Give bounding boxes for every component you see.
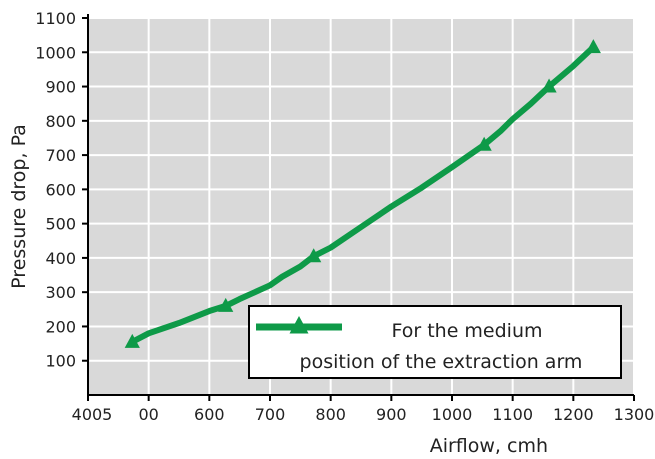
triangle-marker <box>585 39 601 54</box>
legend-label-line-2: position of the extraction arm <box>300 351 583 373</box>
legend: For the medium position of the extractio… <box>248 305 622 379</box>
series-line <box>129 44 597 345</box>
y-tick-label: 400 <box>45 249 76 268</box>
x-tick-label: 700 <box>255 405 286 424</box>
y-tick-label: 900 <box>45 78 76 97</box>
x-tick-label: 900 <box>376 405 407 424</box>
x-tick-label: 800 <box>315 405 346 424</box>
y-tick-label: 500 <box>45 215 76 234</box>
y-tick-label: 800 <box>45 112 76 131</box>
triangle-marker <box>218 297 234 312</box>
y-tick-label: 200 <box>45 317 76 336</box>
y-axis-title: Pressure drop, Pa <box>8 124 30 289</box>
legend-box <box>248 305 622 379</box>
y-tick-label: 1000 <box>35 43 76 62</box>
y-tick-label: 1100 <box>35 9 76 28</box>
triangle-marker <box>306 248 322 263</box>
x-tick-label: 1100 <box>492 405 533 424</box>
triangle-marker <box>476 136 492 151</box>
legend-label-line-1: For the medium <box>391 320 542 342</box>
x-tick-label: 1300 <box>614 405 655 424</box>
x-tick-label: 1000 <box>432 405 473 424</box>
x-tick-label: 1200 <box>553 405 594 424</box>
x-tick-label: 600 <box>194 405 225 424</box>
x-tick-label: 00 <box>138 405 158 424</box>
triangle-marker <box>541 78 557 93</box>
legend-triangle-marker <box>289 316 309 334</box>
y-tick-label: 300 <box>45 283 76 302</box>
y-tick-label: 700 <box>45 146 76 165</box>
axes <box>82 14 635 401</box>
x-axis-title: Airflow, cmh <box>430 435 548 457</box>
series-group <box>124 39 601 348</box>
y-tick-label: 100 <box>45 352 76 371</box>
y-tick-label: 600 <box>45 180 76 199</box>
triangle-marker <box>124 333 140 348</box>
x-tick-label: 4005 <box>72 405 113 424</box>
